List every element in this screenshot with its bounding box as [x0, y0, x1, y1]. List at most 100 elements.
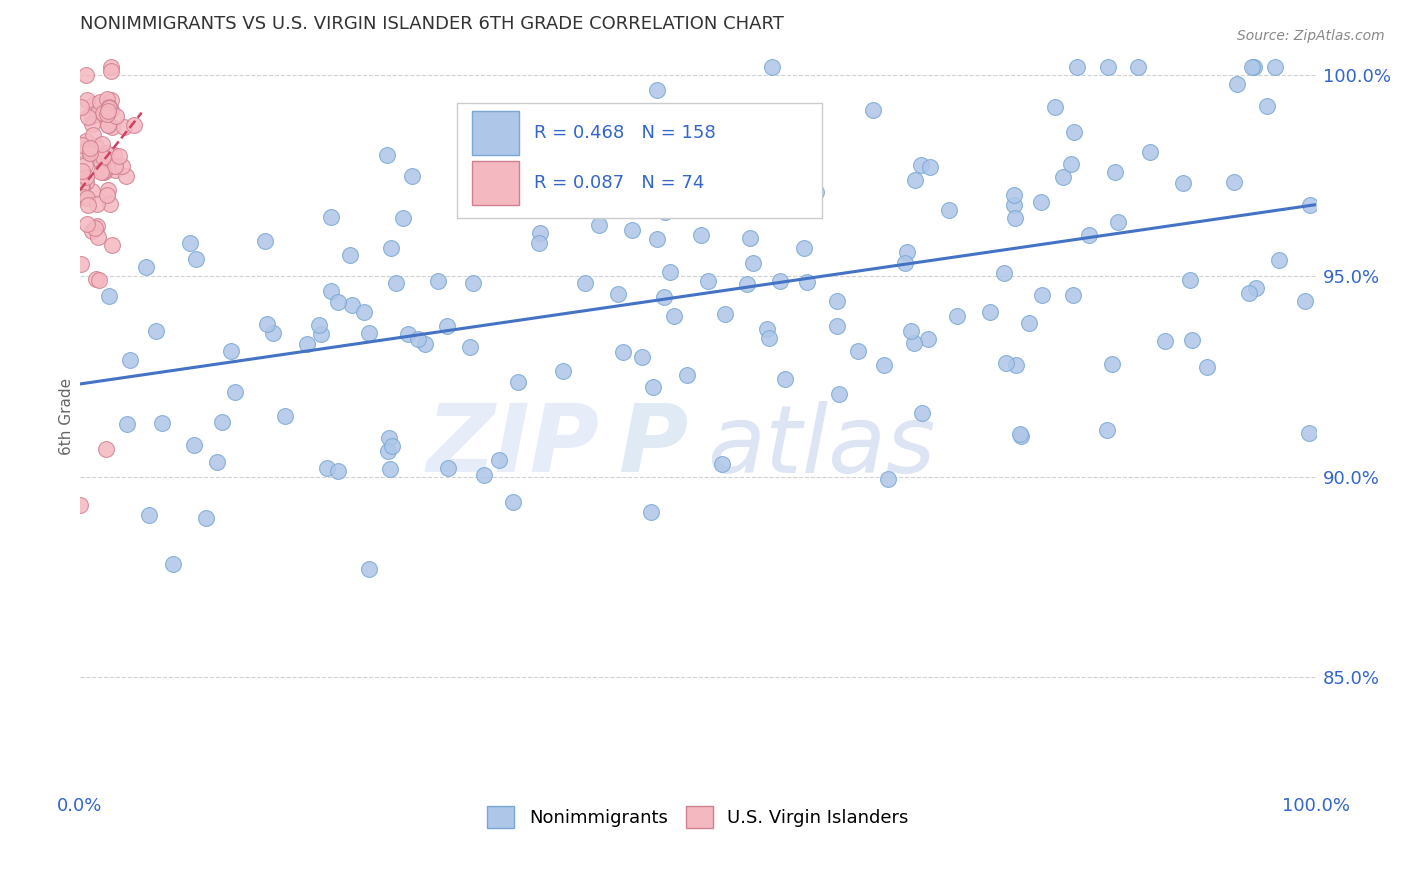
Point [86, 196, 108, 211]
Point [769, 190, 792, 204]
Point [697, 274, 720, 288]
Point [574, 277, 596, 291]
Point [900, 324, 922, 338]
Point [846, 343, 869, 358]
Point [1002, 197, 1025, 211]
Point [1171, 176, 1194, 190]
Point [75, 69, 97, 83]
Point [1005, 358, 1028, 372]
Point [82, 128, 104, 143]
Point [796, 275, 818, 289]
Point [1066, 60, 1088, 74]
Point [1241, 60, 1264, 74]
Point [72, 179, 94, 194]
Point [825, 318, 848, 333]
Point [308, 318, 330, 332]
Point [437, 461, 460, 475]
Point [793, 241, 815, 255]
Point [474, 468, 496, 483]
Point [1268, 253, 1291, 268]
Point [862, 103, 884, 117]
Point [1178, 273, 1201, 287]
Point [100, 103, 122, 117]
Point [377, 443, 399, 458]
Point [80, 109, 103, 123]
Point [938, 202, 960, 217]
Legend: Nonimmigrants, U.S. Virgin Islanders: Nonimmigrants, U.S. Virgin Islanders [478, 797, 918, 837]
Point [658, 265, 681, 279]
Point [1263, 60, 1285, 74]
Point [630, 350, 652, 364]
Point [69, 100, 91, 114]
Point [256, 317, 278, 331]
Point [737, 277, 759, 292]
Point [426, 274, 449, 288]
Point [676, 368, 699, 382]
Point [689, 228, 711, 243]
Point [1104, 165, 1126, 179]
Point [357, 562, 380, 576]
Point [1256, 99, 1278, 113]
Point [461, 277, 484, 291]
Point [1002, 187, 1025, 202]
Point [1101, 358, 1123, 372]
Point [761, 60, 783, 74]
Point [979, 304, 1001, 318]
Point [195, 511, 218, 525]
Point [150, 417, 173, 431]
Point [710, 457, 733, 471]
Point [825, 294, 848, 309]
Point [470, 189, 492, 203]
Point [100, 60, 122, 74]
Point [97, 183, 120, 197]
Point [1181, 333, 1204, 347]
Point [79, 141, 101, 155]
Text: NONIMMIGRANTS VS U.S. VIRGIN ISLANDER 6TH GRADE CORRELATION CHART: NONIMMIGRANTS VS U.S. VIRGIN ISLANDER 6T… [80, 15, 783, 33]
Point [98, 101, 121, 115]
Point [321, 284, 343, 298]
Point [917, 333, 939, 347]
Point [224, 384, 246, 399]
Point [704, 177, 727, 191]
Point [77, 198, 100, 212]
Point [162, 557, 184, 571]
Point [1029, 194, 1052, 209]
Point [645, 232, 668, 246]
Point [207, 455, 229, 469]
Point [76, 217, 98, 231]
Point [436, 318, 458, 333]
Point [1243, 60, 1265, 74]
Point [1060, 157, 1083, 171]
Point [321, 210, 343, 224]
Point [378, 432, 401, 446]
Point [529, 227, 551, 241]
Point [96, 107, 118, 121]
Point [1008, 426, 1031, 441]
Point [309, 327, 332, 342]
Point [115, 417, 138, 431]
Point [135, 260, 157, 274]
Point [375, 147, 398, 161]
Point [97, 103, 120, 118]
Point [84, 221, 107, 235]
Point [910, 158, 932, 172]
Point [588, 218, 610, 232]
Point [90, 165, 112, 179]
Point [103, 148, 125, 162]
Point [93, 163, 115, 178]
Point [1018, 316, 1040, 330]
Point [76, 93, 98, 107]
Point [79, 147, 101, 161]
Point [138, 508, 160, 522]
Point [1298, 198, 1320, 212]
Point [612, 345, 634, 359]
Point [1078, 227, 1101, 242]
Point [1043, 100, 1066, 114]
Point [79, 144, 101, 158]
Point [75, 169, 97, 184]
Point [326, 464, 349, 478]
Point [211, 416, 233, 430]
Point [295, 336, 318, 351]
Point [620, 223, 643, 237]
Point [638, 152, 661, 166]
